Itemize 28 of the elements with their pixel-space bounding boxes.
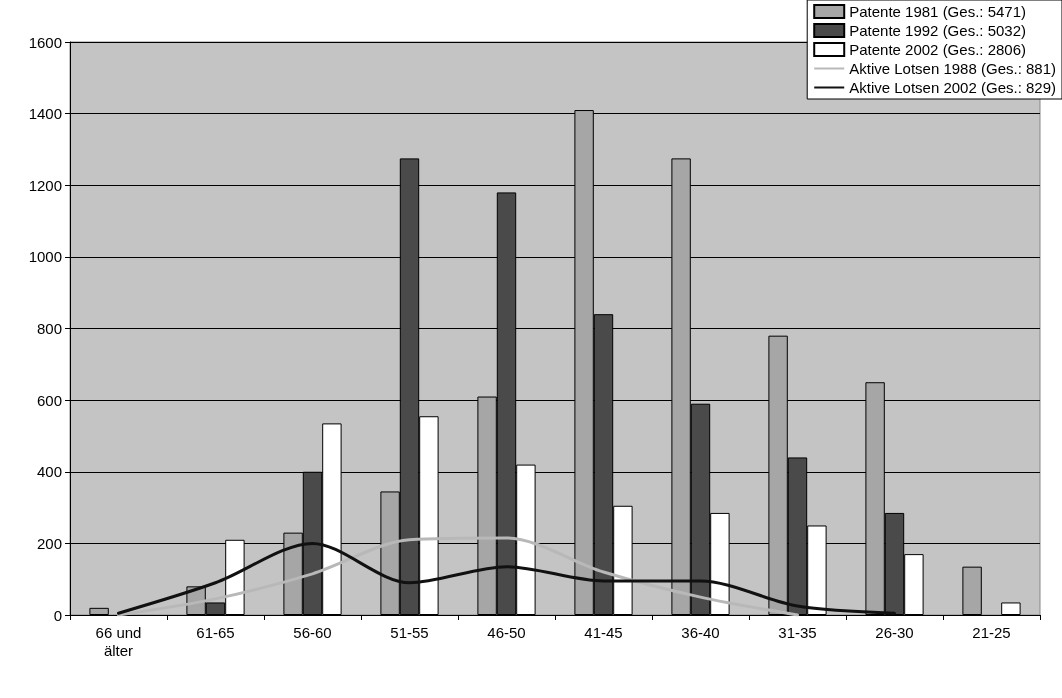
legend-label: Aktive Lotsen 2002 (Ges.: 829) bbox=[849, 79, 1057, 96]
legend-label: Patente 1981 (Ges.: 5471) bbox=[849, 3, 1027, 20]
y-tick-label: 400 bbox=[36, 463, 62, 481]
legend-label: Aktive Lotsen 1988 (Ges.: 881) bbox=[849, 60, 1057, 77]
y-tick-label: 600 bbox=[36, 391, 62, 409]
x-tick-label: 21-25 bbox=[972, 623, 1011, 641]
x-tick-label: 51-55 bbox=[390, 623, 429, 641]
bar bbox=[962, 566, 982, 615]
legend-label: Patente 2002 (Ges.: 2806) bbox=[849, 41, 1027, 58]
x-tick-label: 41-45 bbox=[584, 623, 623, 641]
x-tick-label: 56-60 bbox=[293, 623, 332, 641]
x-tick-label: 66 und älter bbox=[95, 623, 142, 659]
legend-label: Patente 1992 (Ges.: 5032) bbox=[849, 22, 1027, 39]
y-tick-label: 200 bbox=[36, 534, 62, 552]
y-tick-label: 0 bbox=[53, 606, 62, 624]
line-series bbox=[117, 541, 896, 615]
bar bbox=[89, 607, 109, 615]
x-tick-label: 61-65 bbox=[196, 623, 235, 641]
bar bbox=[1001, 602, 1021, 615]
y-tick-label: 1600 bbox=[28, 33, 62, 51]
x-tick-label: 26-30 bbox=[875, 623, 914, 641]
y-tick-label: 1200 bbox=[28, 176, 62, 194]
y-tick-label: 1400 bbox=[28, 105, 62, 123]
y-tick-label: 1000 bbox=[28, 248, 62, 266]
x-tick-label: 46-50 bbox=[487, 623, 526, 641]
x-tick-label: 31-35 bbox=[778, 623, 817, 641]
y-tick-label: 800 bbox=[36, 320, 62, 337]
x-tick-label: 36-40 bbox=[681, 623, 720, 641]
